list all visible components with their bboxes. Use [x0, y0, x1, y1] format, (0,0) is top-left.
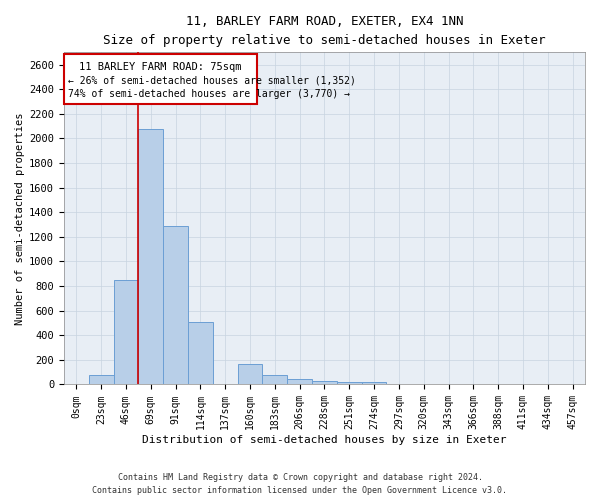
Text: 11 BARLEY FARM ROAD: 75sqm: 11 BARLEY FARM ROAD: 75sqm [79, 62, 242, 72]
Bar [113, 280, 139, 384]
Bar [188, 322, 213, 384]
Text: 74% of semi-detached houses are larger (3,770) →: 74% of semi-detached houses are larger (… [68, 88, 350, 99]
Bar [238, 364, 262, 384]
FancyBboxPatch shape [64, 54, 257, 104]
Bar [139, 128, 163, 384]
Bar [312, 381, 337, 384]
Bar [89, 374, 113, 384]
Bar [362, 382, 386, 384]
X-axis label: Distribution of semi-detached houses by size in Exeter: Distribution of semi-detached houses by … [142, 435, 506, 445]
Bar [163, 226, 188, 384]
Bar [287, 379, 312, 384]
Title: 11, BARLEY FARM ROAD, EXETER, EX4 1NN
Size of property relative to semi-detached: 11, BARLEY FARM ROAD, EXETER, EX4 1NN Si… [103, 15, 545, 47]
Y-axis label: Number of semi-detached properties: Number of semi-detached properties [15, 112, 25, 324]
Text: ← 26% of semi-detached houses are smaller (1,352): ← 26% of semi-detached houses are smalle… [68, 75, 355, 85]
Text: Contains HM Land Registry data © Crown copyright and database right 2024.
Contai: Contains HM Land Registry data © Crown c… [92, 474, 508, 495]
Bar [337, 382, 362, 384]
Bar [262, 374, 287, 384]
